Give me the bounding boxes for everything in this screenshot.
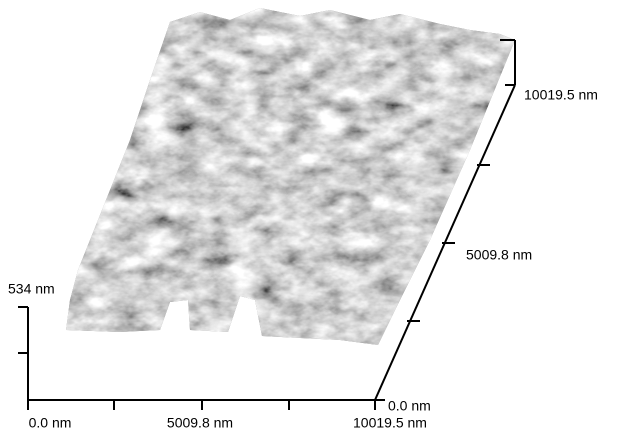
y-tick-label: 5009.8 nm [466, 247, 532, 263]
x-tick-label: 5009.8 nm [167, 415, 233, 431]
z-tick-label: 534 nm [8, 281, 55, 297]
x-axis [28, 400, 376, 410]
y-tick-label: 0.0 nm [388, 398, 431, 414]
afm-view: 0.0 nm 5009.8 nm 10019.5 nm 534 nm 0.0 n… [0, 0, 632, 437]
x-tick-label: 10019.5 nm [353, 415, 427, 431]
y-tick-label: 10019.5 nm [524, 87, 598, 103]
surface [60, 0, 520, 350]
z-axis [18, 307, 28, 400]
x-tick-label: 0.0 nm [29, 415, 72, 431]
